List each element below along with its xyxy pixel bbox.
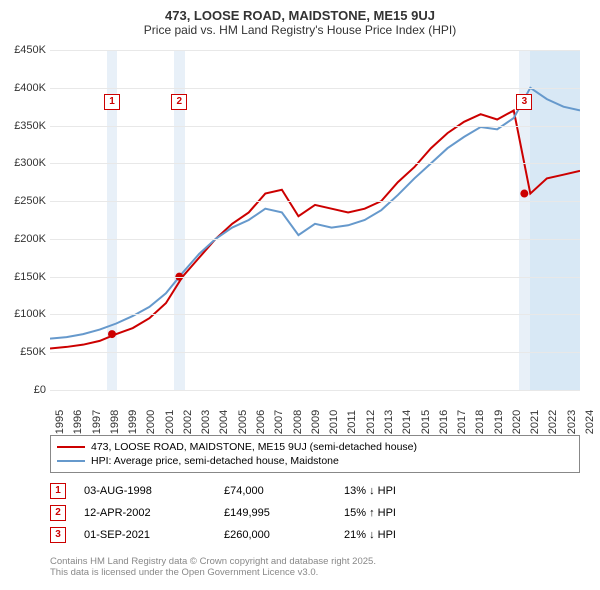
chart-marker-3: 3 [516, 94, 532, 110]
y-tick-label: £50K [20, 346, 46, 358]
y-tick-label: £250K [14, 195, 46, 207]
x-tick-label: 2013 [383, 410, 395, 434]
chart-title: 473, LOOSE ROAD, MAIDSTONE, ME15 9UJ [0, 0, 600, 23]
marker-dot [520, 190, 528, 198]
marker-table-row: 1 03-AUG-1998£74,00013% ↓ HPI [50, 480, 580, 502]
x-tick-label: 2014 [401, 410, 413, 434]
x-tick-label: 2021 [529, 410, 541, 434]
y-tick-label: £450K [14, 44, 46, 56]
x-tick-label: 2011 [346, 410, 358, 434]
marker-table-price: £260,000 [224, 529, 344, 541]
legend-row: HPI: Average price, semi-detached house,… [57, 454, 573, 468]
marker-table-num: 3 [50, 527, 66, 543]
x-tick-label: 1999 [127, 410, 139, 434]
marker-table-price: £74,000 [224, 485, 344, 497]
marker-table-pct: 15% ↑ HPI [344, 507, 444, 519]
x-tick-label: 2005 [237, 410, 249, 434]
legend: 473, LOOSE ROAD, MAIDSTONE, ME15 9UJ (se… [50, 435, 580, 473]
marker-table-date: 01-SEP-2021 [84, 529, 224, 541]
gridline [50, 201, 580, 202]
y-axis-labels: £0£50K£100K£150K£200K£250K£300K£350K£400… [0, 50, 48, 390]
marker-table-pct: 21% ↓ HPI [344, 529, 444, 541]
gridline [50, 50, 580, 51]
x-tick-label: 2020 [511, 410, 523, 434]
x-tick-label: 2004 [218, 410, 230, 434]
marker-table-num: 1 [50, 483, 66, 499]
y-tick-label: £0 [34, 384, 46, 396]
x-tick-label: 2015 [420, 410, 432, 434]
y-tick-label: £400K [14, 82, 46, 94]
marker-dot [108, 330, 116, 338]
gridline [50, 277, 580, 278]
x-tick-label: 2008 [292, 410, 304, 434]
x-tick-label: 2016 [438, 410, 450, 434]
gridline [50, 390, 580, 391]
x-tick-label: 1995 [54, 410, 66, 434]
x-tick-label: 2023 [566, 410, 578, 434]
chart-marker-1: 1 [104, 94, 120, 110]
x-tick-label: 2018 [474, 410, 486, 434]
x-tick-label: 2006 [255, 410, 267, 434]
marker-table-row: 2 12-APR-2002£149,99515% ↑ HPI [50, 502, 580, 524]
chart-subtitle: Price paid vs. HM Land Registry's House … [0, 23, 600, 43]
y-tick-label: £100K [14, 308, 46, 320]
legend-label: HPI: Average price, semi-detached house,… [91, 455, 339, 467]
x-tick-label: 2003 [200, 410, 212, 434]
x-tick-label: 2024 [584, 410, 596, 434]
x-axis-labels: 1995 1996 1997 1998 1999 2000 2001 2002 2003 2004… [50, 392, 580, 432]
plot-svg [50, 50, 580, 390]
x-tick-label: 2001 [164, 410, 176, 434]
plot-area: 1 2 3 [50, 50, 580, 390]
footer-line-2: This data is licensed under the Open Gov… [50, 567, 376, 578]
x-tick-label: 2000 [145, 410, 157, 434]
marker-table-price: £149,995 [224, 507, 344, 519]
gridline [50, 88, 580, 89]
chart-container: 473, LOOSE ROAD, MAIDSTONE, ME15 9UJ Pri… [0, 0, 600, 590]
gridline [50, 163, 580, 164]
marker-table-date: 12-APR-2002 [84, 507, 224, 519]
marker-table-num: 2 [50, 505, 66, 521]
marker-table-pct: 13% ↓ HPI [344, 485, 444, 497]
x-tick-label: 2007 [273, 410, 285, 434]
x-tick-label: 2002 [182, 410, 194, 434]
legend-row: 473, LOOSE ROAD, MAIDSTONE, ME15 9UJ (se… [57, 440, 573, 454]
gridline [50, 352, 580, 353]
chart-marker-2: 2 [171, 94, 187, 110]
x-tick-label: 2017 [456, 410, 468, 434]
gridline [50, 126, 580, 127]
gridline [50, 314, 580, 315]
footer-attribution: Contains HM Land Registry data © Crown c… [50, 556, 376, 578]
x-tick-label: 1998 [109, 410, 121, 434]
gridline [50, 239, 580, 240]
footer-line-1: Contains HM Land Registry data © Crown c… [50, 556, 376, 567]
x-tick-label: 2010 [328, 410, 340, 434]
x-tick-label: 1996 [72, 410, 84, 434]
marker-table: 1 03-AUG-1998£74,00013% ↓ HPI 2 12-APR-2002… [50, 480, 580, 546]
x-tick-label: 2012 [365, 410, 377, 434]
legend-label: 473, LOOSE ROAD, MAIDSTONE, ME15 9UJ (se… [91, 441, 417, 453]
y-tick-label: £300K [14, 157, 46, 169]
legend-swatch [57, 446, 85, 448]
y-tick-label: £150K [14, 271, 46, 283]
y-tick-label: £350K [14, 120, 46, 132]
legend-swatch [57, 460, 85, 462]
marker-table-row: 3 01-SEP-2021£260,00021% ↓ HPI [50, 524, 580, 546]
x-tick-label: 2022 [547, 410, 559, 434]
y-tick-label: £200K [14, 233, 46, 245]
x-tick-label: 1997 [91, 410, 103, 434]
x-tick-label: 2009 [310, 410, 322, 434]
marker-table-date: 03-AUG-1998 [84, 485, 224, 497]
x-tick-label: 2019 [493, 410, 505, 434]
series-line [50, 110, 580, 348]
